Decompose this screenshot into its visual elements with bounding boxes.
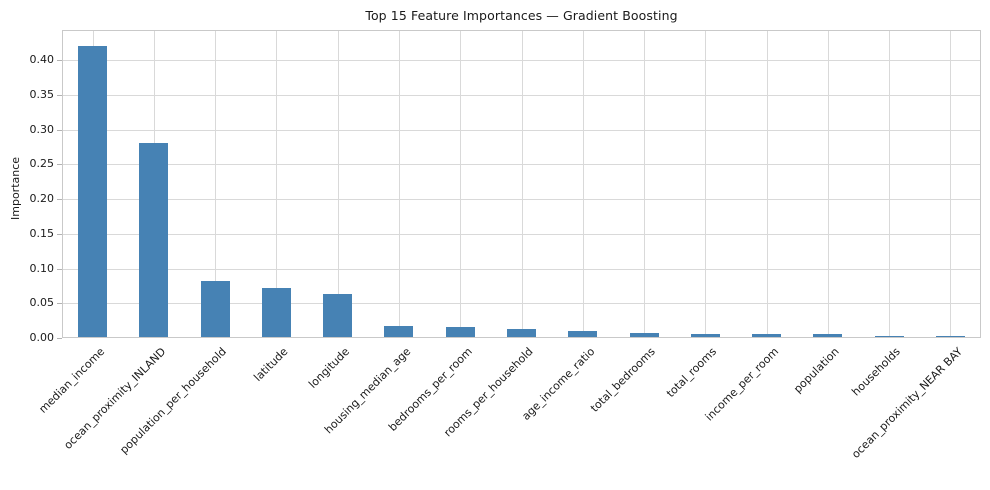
v-gridline [460, 31, 462, 337]
y-tick-label: 0.20 [29, 192, 55, 206]
chart-title: Top 15 Feature Importances — Gradient Bo… [365, 8, 678, 23]
v-gridline [766, 31, 768, 337]
v-gridline [337, 31, 339, 337]
y-tick-mark [57, 233, 62, 235]
y-tick-label: 0.30 [29, 122, 55, 136]
bar [690, 334, 720, 337]
x-tick-label: median_income [36, 345, 107, 416]
x-tick-label: ocean_proximity_INLAND [61, 345, 169, 452]
bar [139, 143, 169, 337]
bar [323, 294, 353, 337]
y-tick-label: 0.40 [29, 53, 55, 67]
plot-area [62, 30, 981, 338]
x-tick-label: latitude [251, 345, 291, 385]
bar [200, 281, 230, 337]
bar [813, 334, 843, 337]
bar [935, 336, 965, 337]
bar [629, 333, 659, 337]
bar [445, 327, 475, 337]
y-tick-mark [57, 95, 62, 97]
bar [261, 288, 291, 337]
v-gridline [276, 31, 278, 337]
y-tick-mark [57, 199, 62, 201]
y-tick-label: 0.15 [29, 226, 55, 240]
y-tick-mark [57, 164, 62, 166]
y-tick-label: 0.10 [29, 261, 55, 275]
y-tick-label: 0.25 [29, 157, 55, 171]
y-tick-mark [57, 60, 62, 62]
v-gridline [521, 31, 523, 337]
v-gridline [398, 31, 400, 337]
bar [874, 336, 904, 337]
y-tick-mark [57, 338, 62, 339]
v-gridline [705, 31, 707, 337]
bar [752, 334, 782, 337]
bar [507, 329, 536, 337]
y-tick-mark [57, 268, 62, 270]
v-gridline [950, 31, 952, 337]
y-tick-mark [57, 303, 62, 305]
x-tick-label: longitude [306, 345, 352, 391]
y-tick-mark [57, 129, 62, 131]
x-tick-label: households [849, 345, 904, 399]
v-gridline [827, 31, 829, 337]
v-gridline [215, 31, 217, 337]
x-tick-label: population_per_household [117, 345, 230, 457]
y-tick-label: 0.00 [29, 331, 55, 344]
bar [384, 326, 414, 337]
x-tick-label: total_rooms [664, 345, 720, 401]
x-tick-label: ocean_proximity_NEAR BAY [848, 345, 965, 461]
bar [78, 46, 108, 337]
x-tick-label: total_bedrooms [588, 345, 659, 415]
y-tick-label: 0.35 [29, 88, 55, 102]
v-gridline [644, 31, 646, 337]
v-gridline [582, 31, 584, 337]
bar [568, 331, 598, 337]
y-tick-label: 0.05 [29, 296, 55, 310]
v-gridline [889, 31, 891, 337]
x-tick-label: population [791, 345, 843, 396]
